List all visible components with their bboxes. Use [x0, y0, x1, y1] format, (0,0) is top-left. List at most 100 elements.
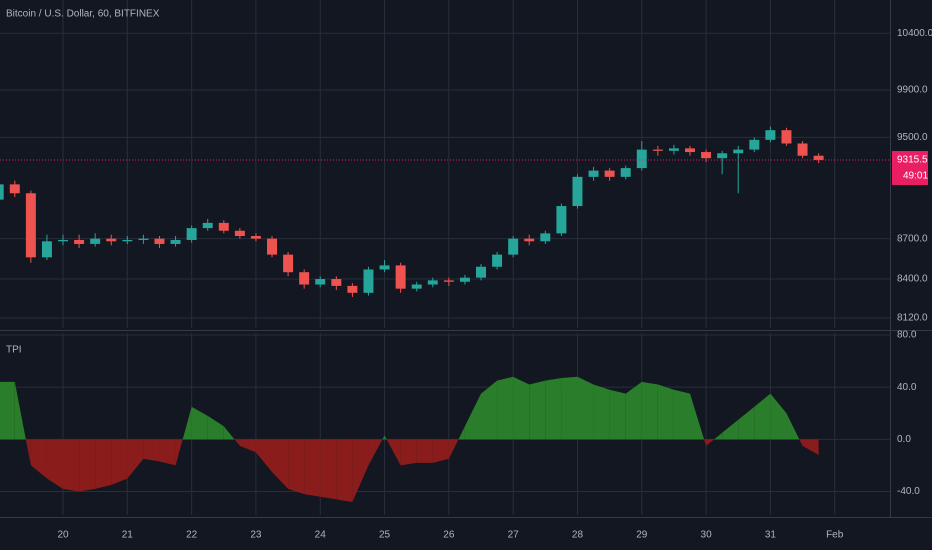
candle-body — [797, 143, 808, 156]
candle-body — [202, 222, 213, 229]
candle-body — [106, 238, 117, 242]
candle-body — [476, 266, 486, 278]
candle-body — [74, 239, 85, 244]
area-segment — [207, 415, 224, 440]
candle-body — [556, 206, 567, 234]
area-segment — [352, 439, 369, 502]
area-segment — [79, 439, 96, 492]
candle-body — [459, 277, 470, 282]
area-segment — [382, 435, 385, 440]
y-tick-label: 8400.0 — [897, 274, 928, 285]
candle-body — [379, 265, 390, 270]
candle-body — [765, 130, 776, 140]
area-segment — [111, 439, 128, 485]
candle-body — [636, 149, 647, 169]
area-segment — [464, 393, 482, 440]
area-segment — [609, 389, 626, 440]
y-tick-label: -40.0 — [897, 486, 920, 497]
area-segment — [14, 381, 26, 440]
candle-body — [186, 228, 197, 240]
area-segment — [255, 439, 273, 472]
candle-body — [25, 193, 36, 258]
area-segment — [577, 376, 594, 440]
y-tick-label: 8120.0 — [897, 313, 928, 324]
candle-body — [492, 254, 503, 267]
area-segment — [336, 439, 353, 502]
candle-body — [9, 184, 20, 194]
candle-body — [411, 284, 422, 289]
candle-body — [122, 239, 133, 242]
x-tick-label: 23 — [250, 530, 262, 541]
candle-body — [620, 168, 631, 177]
candle-body — [154, 238, 165, 244]
area-segment — [786, 413, 800, 440]
area-segment — [673, 389, 691, 440]
area-segment — [143, 439, 160, 462]
area-segment — [384, 435, 387, 440]
area-segment — [368, 439, 383, 466]
candle-body — [781, 130, 792, 144]
area-segment — [754, 393, 771, 440]
candle-body — [283, 254, 294, 273]
area-segment — [0, 381, 15, 440]
area-segment — [191, 406, 208, 440]
x-tick-label: 27 — [508, 530, 520, 541]
candle-body — [701, 152, 712, 159]
candle-body — [0, 184, 4, 200]
area-segment — [272, 439, 289, 489]
x-tick-label: 20 — [57, 530, 69, 541]
candle-body — [540, 233, 551, 242]
area-segment — [182, 406, 192, 440]
last-price-box — [892, 150, 928, 185]
x-tick-label: 28 — [572, 530, 584, 541]
area-segment — [704, 439, 707, 446]
area-segment — [448, 439, 459, 459]
area-segment — [481, 380, 498, 440]
area-segment — [234, 439, 240, 446]
candle-body — [685, 148, 695, 153]
candle-body — [813, 155, 824, 161]
area-segment — [288, 439, 305, 495]
candle-body — [138, 238, 149, 240]
x-tick-label: 25 — [379, 530, 391, 541]
area-segment — [127, 439, 144, 479]
area-segment — [657, 384, 674, 440]
area-segment — [738, 406, 755, 440]
x-tick-label: 26 — [443, 530, 455, 541]
x-tick-label: 30 — [701, 530, 713, 541]
area-segment — [432, 439, 449, 463]
candle-body — [733, 149, 744, 154]
candle-body — [427, 280, 438, 285]
area-segment — [593, 384, 610, 440]
area-segment — [714, 432, 723, 440]
x-tick-label: 29 — [636, 530, 648, 541]
area-segment — [386, 439, 401, 466]
candle-body — [588, 170, 599, 177]
area-segment — [223, 426, 235, 440]
candle-body — [749, 139, 760, 150]
candle-body — [267, 238, 277, 255]
area-segment — [416, 439, 433, 463]
area-segment — [513, 376, 530, 440]
x-tick-label: 31 — [765, 530, 777, 541]
area-segment — [690, 393, 705, 440]
area-segment — [95, 439, 112, 489]
area-segment — [799, 439, 803, 446]
area-segment — [46, 439, 64, 489]
area-segment — [545, 378, 562, 440]
area-segment — [320, 439, 337, 500]
candle-body — [717, 153, 728, 159]
candle-body — [299, 272, 310, 285]
candle-body — [572, 176, 583, 207]
candle-body — [347, 285, 358, 293]
x-tick-label: 24 — [315, 530, 327, 541]
countdown-label: 49:01 — [903, 171, 928, 182]
y-tick-label: 10400.0 — [897, 28, 932, 39]
area-segment — [25, 439, 31, 466]
candle-body — [668, 148, 679, 151]
area-segment — [722, 419, 739, 440]
area-segment — [239, 439, 256, 453]
candle-body — [58, 239, 69, 242]
